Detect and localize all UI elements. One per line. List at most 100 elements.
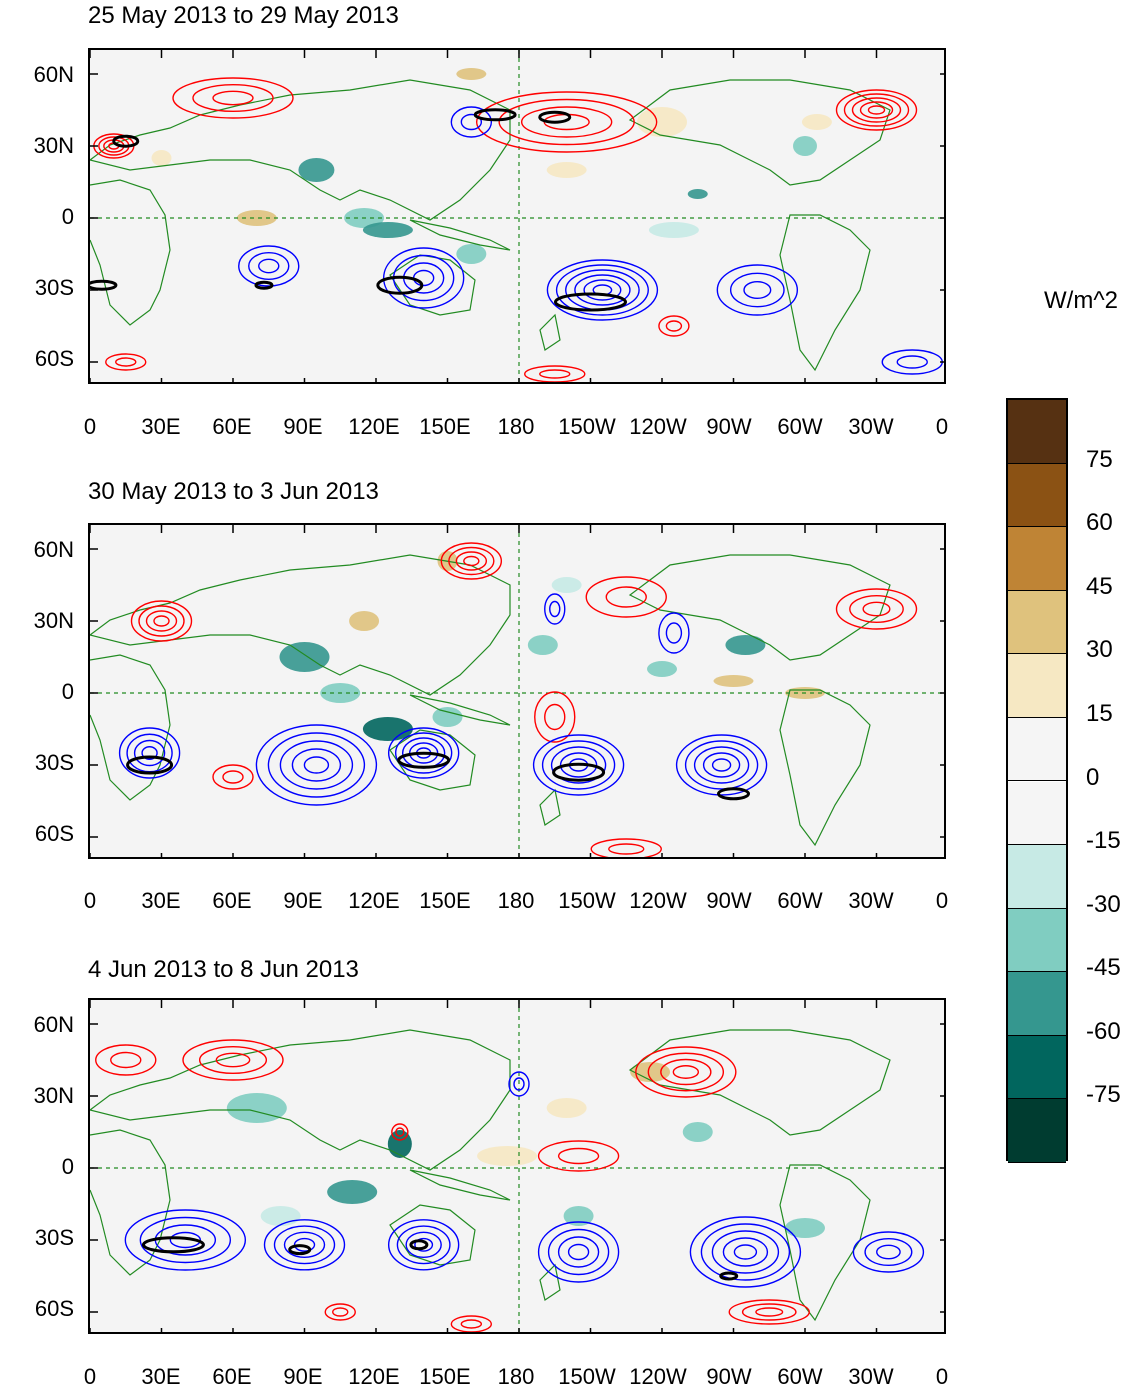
colorbar-label: -45	[1086, 954, 1121, 982]
tick-marks	[90, 50, 944, 382]
significance-contour	[254, 280, 274, 290]
negative-contour	[716, 264, 799, 316]
x-label: 150E	[419, 888, 471, 913]
negative-contour	[537, 1221, 620, 1283]
coastline	[90, 179, 171, 326]
coastline	[389, 729, 476, 791]
coastline	[90, 79, 511, 221]
colorbar-label: 15	[1086, 699, 1113, 727]
shading-blob	[477, 1146, 538, 1166]
negative-contour	[733, 1244, 758, 1260]
positive-contour	[658, 315, 690, 337]
x-label: 0	[83, 888, 97, 913]
negative-contour	[396, 1225, 451, 1265]
negative-contour	[565, 269, 640, 311]
x-label: 150E	[419, 1364, 471, 1389]
negative-contour	[263, 1219, 346, 1271]
negative-contour	[559, 752, 598, 778]
x-label: 90E	[283, 1364, 323, 1389]
coastline	[539, 313, 561, 351]
negative-contour	[546, 259, 659, 321]
y-label: 0	[61, 204, 74, 229]
significance-contour	[717, 787, 750, 801]
negative-contour	[267, 732, 366, 798]
x-label: 180	[497, 414, 535, 439]
coastline	[779, 1164, 871, 1322]
positive-contour	[867, 105, 886, 115]
x-label: 60E	[212, 1364, 252, 1389]
shading-blob	[682, 1122, 713, 1142]
shading-blob	[236, 210, 277, 226]
shading-blob	[151, 150, 172, 166]
negative-contour	[881, 349, 943, 375]
colorbar-label: 45	[1086, 572, 1113, 600]
negative-contour	[124, 1209, 247, 1271]
negative-contour	[658, 612, 690, 654]
shading-blob	[648, 222, 699, 238]
shading-blob	[226, 1093, 287, 1123]
negative-contour	[382, 247, 465, 309]
negative-contour	[567, 1243, 590, 1261]
positive-contour	[455, 551, 488, 571]
shading-blob	[725, 635, 766, 655]
significance-contour	[112, 134, 140, 148]
negative-contour	[550, 746, 607, 784]
positive-contour	[524, 365, 586, 382]
positive-contour	[332, 1307, 349, 1317]
positive-contour	[843, 93, 910, 127]
positive-contour	[192, 83, 274, 113]
shading-blob	[801, 114, 832, 130]
negative-contour	[693, 746, 750, 784]
positive-contour	[590, 838, 662, 857]
negative-contour	[414, 1237, 434, 1252]
panel-3-title: 4 Jun 2013 to 8 Jun 2013	[88, 956, 359, 983]
colorbar-label: -60	[1086, 1017, 1121, 1045]
map-panel-3	[88, 998, 946, 1334]
y-label: 30S	[34, 275, 74, 300]
x-label: 60W	[777, 1364, 823, 1389]
x-label: 90E	[283, 888, 323, 913]
positive-contour	[665, 320, 683, 332]
x-label: 120E	[348, 888, 400, 913]
shading-blob	[647, 661, 677, 677]
x-label: 90W	[706, 1364, 752, 1389]
negative-contour	[896, 355, 928, 369]
panel-2-title: 30 May 2013 to 3 Jun 2013	[88, 478, 379, 505]
negative-contour	[291, 748, 342, 782]
coastline	[779, 689, 871, 847]
colorbar-label: 75	[1086, 445, 1113, 473]
colorbar-label: -30	[1086, 890, 1121, 918]
coastline	[409, 219, 511, 251]
x-label: 30E	[141, 414, 181, 439]
negative-contour	[279, 740, 354, 790]
significance-contour	[473, 108, 517, 122]
positive-contour	[391, 1123, 409, 1141]
negative-contour	[722, 1237, 769, 1267]
negative-contour	[412, 269, 435, 287]
positive-contour	[110, 1051, 142, 1069]
negative-contour	[689, 1216, 802, 1288]
x-label: 30W	[848, 414, 894, 439]
significance-contour	[552, 762, 606, 782]
x-label: 120W	[629, 888, 687, 913]
negative-contour	[248, 251, 290, 281]
positive-contour	[537, 1140, 620, 1172]
tick-marks	[90, 525, 944, 857]
colorbar-bin	[1008, 1035, 1066, 1100]
shading-blob	[551, 577, 582, 593]
y-label: 30N	[33, 608, 74, 633]
tick-marks	[90, 1000, 944, 1332]
positive-contour	[475, 91, 658, 153]
x-label: 30E	[141, 1364, 181, 1389]
y-label: 60S	[34, 821, 74, 846]
x-label: 0	[83, 1364, 97, 1389]
x-label: 90W	[706, 888, 752, 913]
negative-contour	[711, 758, 732, 772]
positive-contour	[115, 357, 137, 367]
shading-blob	[546, 162, 587, 178]
colorbar-label: -15	[1086, 827, 1121, 855]
x-label: 0	[935, 1364, 949, 1389]
x-label: 60W	[777, 888, 823, 913]
colorbar-label: 60	[1086, 509, 1113, 537]
x-label: 180	[497, 888, 535, 913]
